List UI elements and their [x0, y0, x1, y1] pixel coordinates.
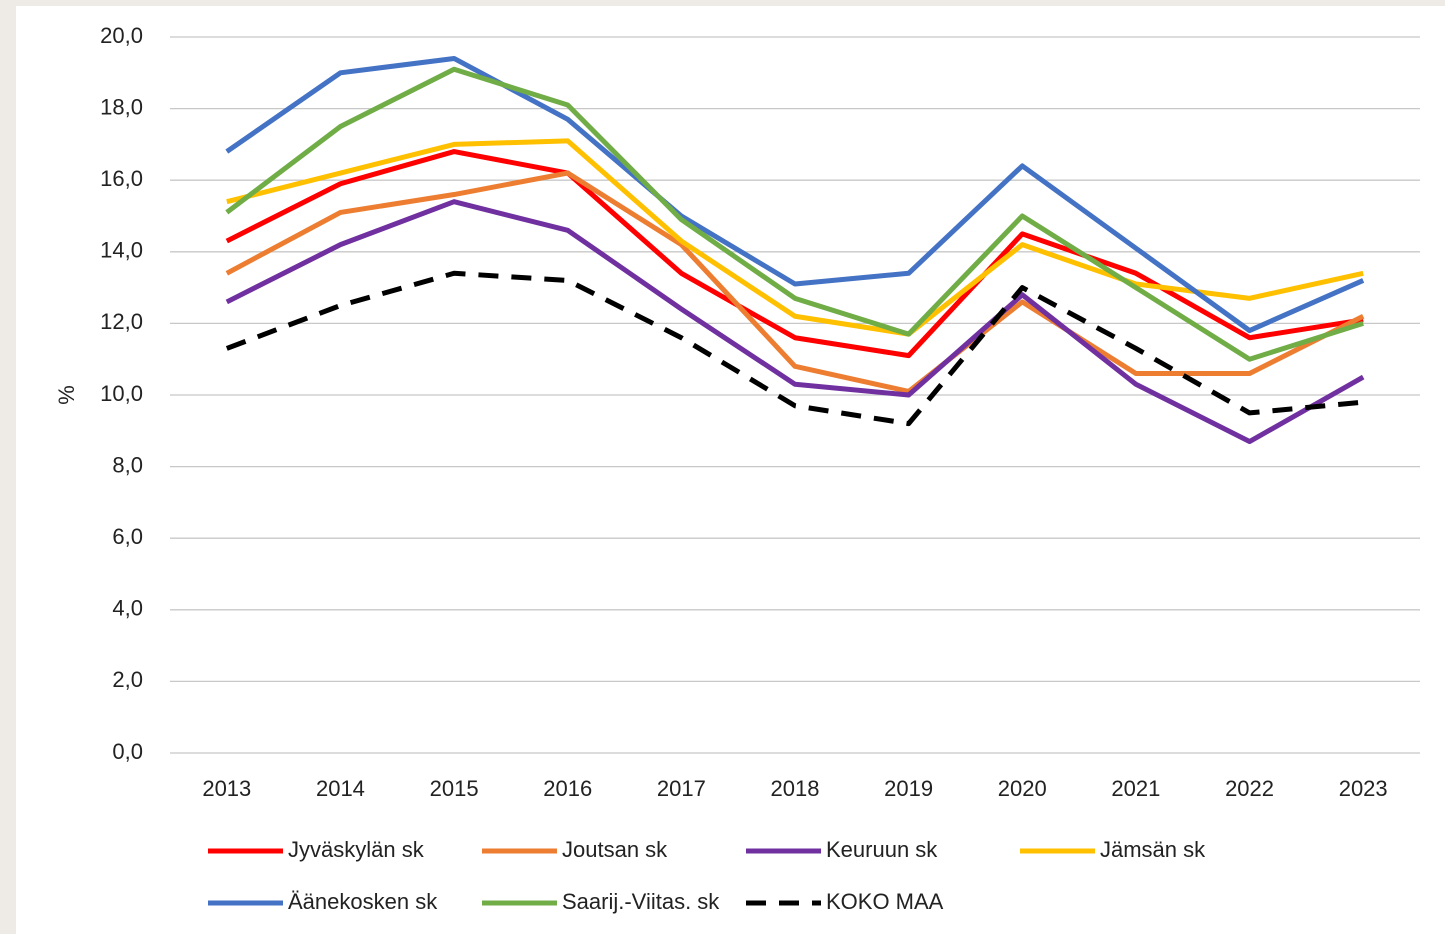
y-tick-label: 8,0 [112, 452, 143, 477]
series-line [225, 149, 1364, 359]
series-line [225, 55, 1365, 334]
y-tick-label: 2,0 [112, 667, 143, 692]
series-line [226, 138, 1364, 337]
x-tick-label: 2020 [998, 776, 1047, 801]
legend-label: Saarij.-Viitas. sk [562, 889, 720, 914]
x-tick-label: 2014 [316, 776, 365, 801]
x-tick-label: 2021 [1111, 776, 1160, 801]
y-tick-label: 20,0 [100, 23, 143, 48]
y-tick-label: 12,0 [100, 309, 143, 334]
legend-label: Jämsän sk [1100, 837, 1206, 862]
legend-label: Jyväskylän sk [288, 837, 425, 862]
y-tick-label: 4,0 [112, 596, 143, 621]
x-tick-label: 2019 [884, 776, 933, 801]
x-tick-label: 2016 [543, 776, 592, 801]
y-tick-label: 14,0 [100, 238, 143, 263]
x-tick-label: 2018 [771, 776, 820, 801]
y-tick-label: 18,0 [100, 94, 143, 119]
x-tick-label: 2013 [202, 776, 251, 801]
series-line [225, 199, 1365, 445]
series-line [225, 170, 1365, 394]
y-tick-label: 10,0 [100, 381, 143, 406]
x-tick-label: 2022 [1225, 776, 1274, 801]
chart-area [16, 6, 1445, 934]
x-tick-label: 2023 [1339, 776, 1388, 801]
legend-label: KOKO MAA [826, 889, 944, 914]
legend-label: Joutsan sk [562, 837, 668, 862]
y-tick-label: 0,0 [112, 739, 143, 764]
series-line [225, 66, 1364, 362]
y-axis-label: % [54, 385, 79, 405]
legend-label: Keuruun sk [826, 837, 938, 862]
x-tick-label: 2015 [430, 776, 479, 801]
legend-label: Äänekosken sk [288, 889, 438, 914]
y-tick-label: 16,0 [100, 166, 143, 191]
series-line [225, 270, 1364, 427]
y-tick-label: 6,0 [112, 524, 143, 549]
x-tick-label: 2017 [657, 776, 706, 801]
